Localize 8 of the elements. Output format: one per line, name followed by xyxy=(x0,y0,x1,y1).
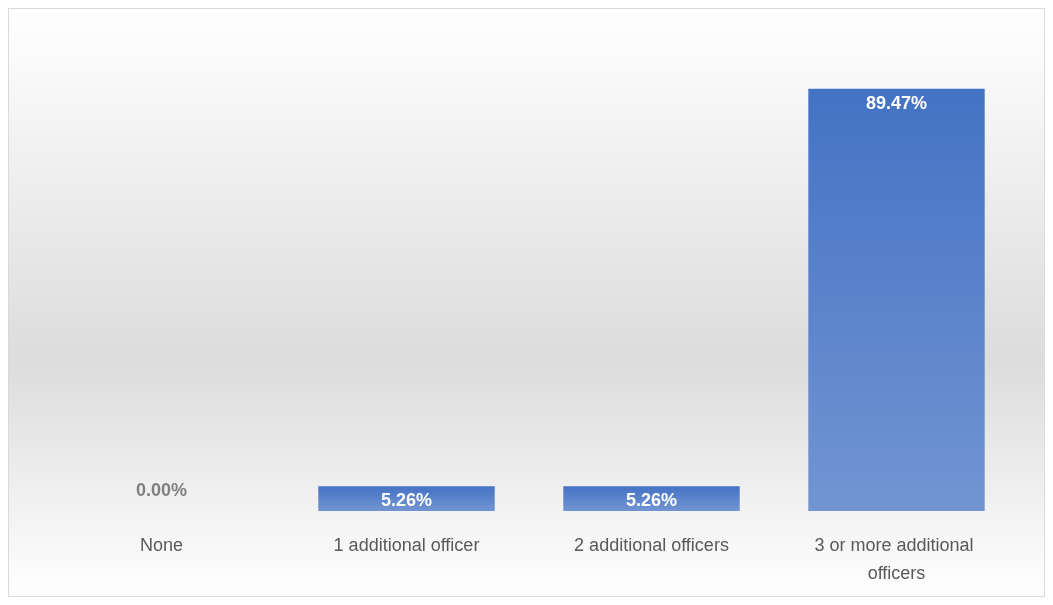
data-label: 5.26% xyxy=(625,490,678,511)
x-tick-label: 3 or more additional officers xyxy=(814,535,979,583)
data-label: 5.26% xyxy=(380,490,433,511)
x-tick-label: 2 additional officers xyxy=(574,535,729,555)
x-tick-label: None xyxy=(139,535,184,555)
data-label: 89.47% xyxy=(865,92,928,113)
data-label: 0.00% xyxy=(135,480,188,500)
x-tick-label: 1 additional officer xyxy=(333,535,480,555)
